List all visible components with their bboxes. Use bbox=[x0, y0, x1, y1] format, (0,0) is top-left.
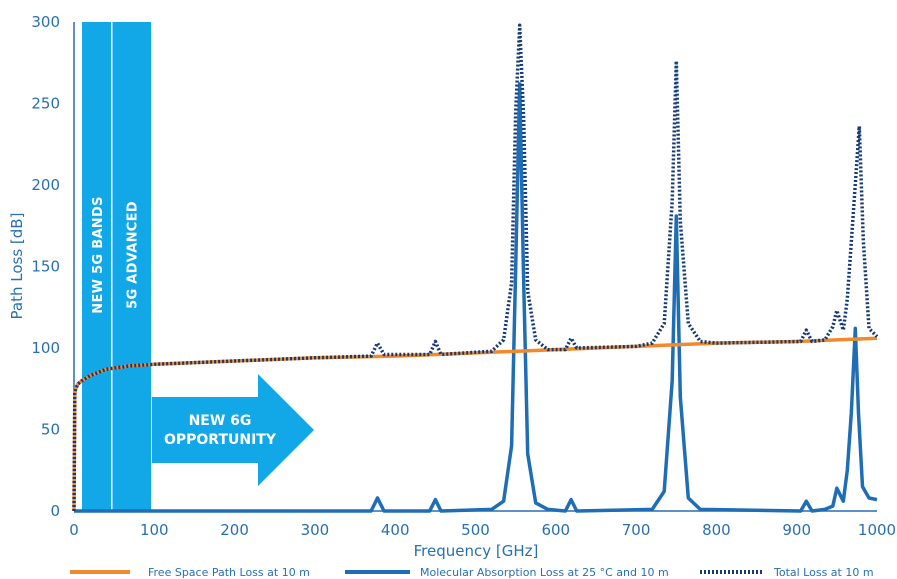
band-0 bbox=[82, 22, 112, 511]
x-tick-label: 400 bbox=[381, 521, 410, 539]
x-tick-label: 0 bbox=[69, 521, 79, 539]
legend: Free Space Path Loss at 10 m Molecular A… bbox=[70, 566, 874, 579]
opportunity-label-line-1: NEW 6G bbox=[189, 413, 252, 429]
series-lines bbox=[72, 23, 879, 513]
x-tick-label: 100 bbox=[140, 521, 169, 539]
x-tick-label: 600 bbox=[541, 521, 570, 539]
series-line-total bbox=[72, 23, 879, 512]
x-axis-label: Frequency [GHz] bbox=[414, 542, 539, 560]
y-tick-label: 50 bbox=[41, 421, 60, 439]
opportunity-annotation: NEW 6G OPPORTUNITY bbox=[152, 374, 314, 486]
x-tick-label: 900 bbox=[782, 521, 811, 539]
legend-label-total: Total Loss at 10 m bbox=[773, 566, 874, 579]
y-axis-label: Path Loss [dB] bbox=[8, 213, 26, 320]
opportunity-label-line-2: OPPORTUNITY bbox=[164, 432, 277, 448]
legend-label-free-space: Free Space Path Loss at 10 m bbox=[148, 566, 310, 579]
band-label-1: 5G ADVANCED bbox=[125, 201, 140, 309]
x-tick-label: 200 bbox=[220, 521, 249, 539]
band-label-0: NEW 5G BANDS bbox=[91, 196, 106, 313]
y-tick-label: 100 bbox=[31, 339, 60, 357]
series-line-molecular bbox=[74, 82, 878, 513]
y-tick-label: 200 bbox=[31, 176, 60, 194]
opportunity-arrow bbox=[152, 374, 314, 486]
x-tick-label: 800 bbox=[702, 521, 731, 539]
frequency-bands: NEW 5G BANDS 5G ADVANCED bbox=[82, 22, 152, 511]
y-tick-label: 250 bbox=[31, 95, 60, 113]
y-tick-label: 150 bbox=[31, 258, 60, 276]
x-tick-label: 1000 bbox=[858, 521, 896, 539]
y-tick-labels: 0 50 100 150 200 250 300 bbox=[31, 13, 60, 520]
band-1 bbox=[111, 22, 152, 511]
x-tick-label: 700 bbox=[622, 521, 651, 539]
x-tick-label: 500 bbox=[461, 521, 490, 539]
x-tick-label: 300 bbox=[301, 521, 330, 539]
y-tick-label: 300 bbox=[31, 13, 60, 31]
legend-label-molecular: Molecular Absorption Loss at 25 °C and 1… bbox=[420, 566, 669, 579]
y-tick-label: 0 bbox=[50, 502, 60, 520]
x-tick-labels: 0 100 200 300 400 500 600 700 800 900 1000 bbox=[69, 521, 896, 539]
